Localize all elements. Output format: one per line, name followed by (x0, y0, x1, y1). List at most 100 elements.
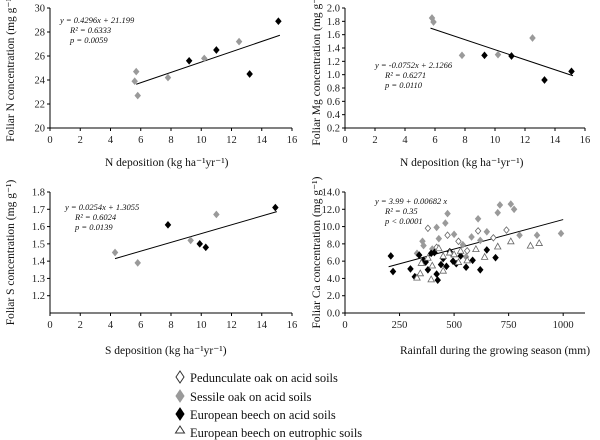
data-point (413, 273, 421, 281)
x-tick-label: 14 (257, 320, 268, 331)
regression-annotation: p = 0.0110 (384, 80, 423, 90)
data-point (445, 248, 454, 256)
data-point (455, 237, 462, 246)
data-point (568, 67, 575, 76)
data-point (434, 276, 441, 284)
data-point (507, 200, 515, 208)
x-tick-label: 0 (342, 135, 347, 146)
data-point (481, 51, 488, 60)
data-point (483, 227, 491, 236)
data-point (419, 237, 426, 246)
y-tick-label: 30 (35, 4, 46, 15)
data-point (131, 77, 138, 86)
trend-line (114, 211, 278, 260)
legend-item-beech-eutrophic: European beech on eutrophic soils (174, 425, 362, 440)
data-point (477, 236, 484, 245)
data-point (185, 56, 193, 65)
trend-line (136, 34, 281, 85)
open-diamond-icon (175, 370, 185, 384)
data-point (454, 257, 463, 265)
y-tick-label: 1.8 (327, 17, 340, 28)
x-tick-label: 0 (342, 320, 347, 331)
data-point (462, 263, 470, 272)
data-point (443, 262, 450, 271)
y-tick-label: 0.0 (327, 309, 340, 320)
data-point (417, 258, 426, 266)
data-point (474, 227, 482, 235)
panel-foliar-s: 0 2 4 6 8 10 12 14 16 1.2 1.3 1.4 1.5 1.6 1.7 1.8 S depo… (5, 180, 297, 357)
x-tick-label: 4 (402, 135, 408, 146)
data-point (526, 241, 535, 249)
x-tick-label: 16 (287, 320, 298, 331)
data-point (450, 250, 458, 258)
data-point (427, 275, 436, 283)
x-tick-label: 750 (501, 320, 517, 331)
regression-annotation: p < 0.0001 (384, 216, 423, 226)
x-axis-label: N deposition (kg ha⁻¹yr⁻¹) (400, 157, 524, 169)
grey-diamond-icon (175, 389, 185, 403)
y-axis-label: Foliar S concentration (mg g⁻¹) (5, 180, 17, 326)
data-point (535, 238, 544, 246)
black-diamond-icon (175, 407, 185, 421)
data-point (490, 233, 497, 242)
x-tick-label: 4 (108, 135, 114, 146)
data-point (457, 252, 464, 260)
data-point (439, 251, 448, 259)
y-tick-label: 0.8 (327, 84, 340, 95)
x-tick-label: 2 (372, 135, 377, 146)
y-tick-label: 22 (35, 100, 46, 111)
y-tick-label: 1.3 (32, 274, 45, 285)
x-tick-label: 8 (168, 135, 173, 146)
data-point (387, 252, 395, 260)
data-point (472, 245, 480, 253)
data-point (272, 203, 279, 212)
data-point (246, 70, 253, 78)
y-tick-label: 1.7 (32, 205, 45, 216)
x-tick-label: 8 (168, 320, 173, 331)
y-tick-label: 6.0 (327, 257, 340, 268)
regression-annotation: R² = 0.6024 (74, 212, 117, 222)
x-tick-label: 14 (257, 135, 268, 146)
data-point (134, 259, 141, 267)
regression-annotation: y = 0.0254x + 1.3055 (64, 202, 139, 212)
y-tick-label: 12.0 (322, 205, 340, 216)
data-point (444, 209, 451, 218)
data-point (196, 240, 203, 248)
x-tick-label: 16 (287, 135, 298, 146)
data-point (496, 201, 504, 209)
x-tick-label: 500 (446, 320, 462, 331)
x-axis-label: Rainfall during the growing season (mm) (400, 345, 590, 357)
data-point (111, 248, 119, 257)
data-point (431, 248, 438, 257)
data-point (541, 76, 548, 84)
legend-item-sessile-oak: Sessile oak on acid soils (175, 389, 312, 404)
y-tick-label: 0.2 (327, 124, 340, 135)
data-point (213, 210, 220, 219)
data-point (533, 231, 541, 240)
data-point (430, 18, 437, 26)
y-axis-label: Foliar N concentration (mg g⁻¹) (5, 0, 17, 142)
y-axis-label: Foliar Mg concentration (mg g⁻¹) (311, 0, 323, 146)
legend-label: Sessile oak on acid soils (190, 390, 312, 404)
data-point (483, 246, 491, 254)
y-tick-label: 14.0 (322, 188, 340, 199)
trend-line (430, 27, 574, 77)
y-tick-label: 4.0 (327, 274, 340, 285)
data-point (389, 267, 397, 276)
x-axis-label: N deposition (kg ha⁻¹yr⁻¹) (105, 157, 229, 169)
data-point (494, 208, 501, 217)
x-tick-label: 1000 (553, 320, 574, 331)
y-tick-label: 1.4 (327, 44, 341, 55)
data-point (459, 240, 467, 249)
y-tick-label: 24 (35, 76, 46, 87)
regression-annotation: y = 3.99 + 0.00682 x (374, 196, 447, 206)
data-point (557, 229, 565, 238)
data-point (275, 17, 282, 26)
x-tick-label: 6 (138, 320, 143, 331)
regression-annotation: y = -0.0752x + 2.1266 (374, 60, 453, 70)
data-point (134, 91, 141, 100)
x-tick-label: 12 (226, 320, 237, 331)
data-point (492, 253, 499, 262)
